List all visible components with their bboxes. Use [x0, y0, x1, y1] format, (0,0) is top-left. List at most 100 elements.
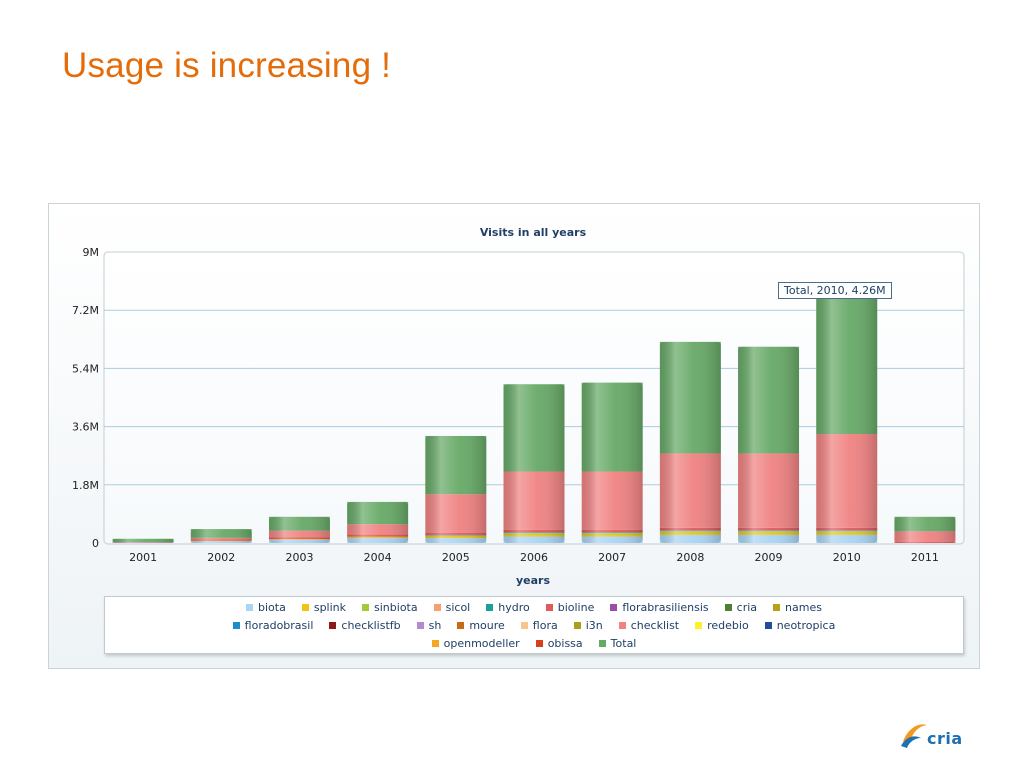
legend-label: checklistfb [341, 619, 401, 632]
logo-text: cria [927, 729, 963, 748]
legend-swatch [246, 604, 254, 611]
legend-swatch [573, 622, 581, 629]
legend-item-moure[interactable]: moure [457, 619, 505, 632]
legend-label: biota [258, 601, 286, 614]
legend-item-checklist[interactable]: checklist [618, 619, 680, 632]
x-tick-label-2001: 2001 [129, 551, 157, 564]
legend-item-sicol[interactable]: sicol [433, 601, 471, 614]
legend-label: sinbiota [374, 601, 418, 614]
bar-highlight [816, 296, 878, 543]
bar-highlight [581, 382, 643, 543]
y-tick-label: 5.4M [72, 362, 99, 375]
bar-stack-2002[interactable] [190, 529, 252, 543]
x-axis-title: years [516, 574, 550, 587]
legend-label: checklist [630, 619, 680, 632]
legend-label: sh [428, 619, 442, 632]
legend-label: moure [469, 619, 505, 632]
legend-label: neotropica [776, 619, 836, 632]
x-tick-label-2004: 2004 [364, 551, 392, 564]
legend-item-openmodeller[interactable]: openmodeller [431, 637, 520, 650]
legend-label: sicol [445, 601, 471, 614]
legend-row: openmodeller obissa Total [105, 637, 963, 650]
legend-item-sinbiota[interactable]: sinbiota [362, 601, 418, 614]
legend-item-obissa[interactable]: obissa [535, 637, 583, 650]
bar-highlight [503, 384, 565, 543]
legend-swatch [301, 604, 309, 611]
logo-swoosh-icon [903, 724, 927, 742]
legend-label: obissa [547, 637, 583, 650]
legend-swatch [486, 604, 494, 611]
legend-label: floradobrasil [244, 619, 314, 632]
legend-item-bioline[interactable]: bioline [545, 601, 595, 614]
legend-swatch [329, 622, 337, 629]
legend-label: flora [532, 619, 558, 632]
legend-swatch [431, 640, 439, 647]
legend-swatch [598, 640, 606, 647]
x-tick-label-2007: 2007 [598, 551, 626, 564]
x-tick-label-2010: 2010 [833, 551, 861, 564]
bar-highlight [738, 346, 800, 543]
legend-swatch [545, 604, 553, 611]
bar-highlight [268, 516, 330, 543]
legend-label: cria [736, 601, 758, 614]
x-tick-label-2009: 2009 [755, 551, 783, 564]
legend-label: redebio [707, 619, 749, 632]
chart-title: Visits in all years [480, 226, 587, 239]
bar-stack-2010[interactable] [816, 296, 878, 543]
legend-swatch [724, 604, 732, 611]
chart-legend: biota splink sinbiota sicol hydro bioline flor… [104, 596, 964, 654]
legend-swatch [618, 622, 626, 629]
x-tick-label-2006: 2006 [520, 551, 548, 564]
bar-highlight [659, 341, 721, 543]
bar-stack-2005[interactable] [425, 435, 487, 543]
bar-stack-2001[interactable] [112, 538, 174, 543]
legend-label: hydro [498, 601, 530, 614]
legend-item-redebio[interactable]: redebio [695, 619, 749, 632]
legend-item-checklistfb[interactable]: checklistfb [329, 619, 401, 632]
bar-stack-2006[interactable] [503, 384, 565, 543]
legend-item-hydro[interactable]: hydro [486, 601, 530, 614]
bar-stack-2004[interactable] [347, 501, 409, 543]
x-tick-label-2011: 2011 [911, 551, 939, 564]
legend-row: biota splink sinbiota sicol hydro bioline flor… [105, 601, 963, 614]
legend-item-floradobrasil[interactable]: floradobrasil [232, 619, 314, 632]
bar-highlight [894, 516, 956, 543]
legend-swatch [416, 622, 424, 629]
y-tick-label: 1.8M [72, 479, 99, 492]
legend-label: names [785, 601, 822, 614]
y-tick-label: 3.6M [72, 421, 99, 434]
bar-highlight [112, 538, 174, 543]
bar-highlight [347, 501, 409, 543]
legend-label: florabrasiliensis [622, 601, 709, 614]
legend-label: bioline [557, 601, 595, 614]
legend-row: floradobrasil checklistfb sh moure flora i3n c… [105, 619, 963, 632]
chart-frame: Visits in all years 0 1.8M 3.6M 5.4M 7.2M 9M 2… [48, 203, 980, 669]
legend-item-splink[interactable]: splink [301, 601, 347, 614]
legend-swatch [433, 604, 441, 611]
legend-swatch [610, 604, 618, 611]
bar-stack-2011[interactable] [894, 516, 956, 543]
legend-item-total[interactable]: Total [598, 637, 636, 650]
legend-swatch [362, 604, 370, 611]
legend-item-neotropica[interactable]: neotropica [764, 619, 836, 632]
bar-stack-2003[interactable] [268, 516, 330, 543]
legend-item-biota[interactable]: biota [246, 601, 286, 614]
legend-item-names[interactable]: names [773, 601, 822, 614]
bar-stack-2009[interactable] [738, 346, 800, 543]
bar-stack-2007[interactable] [581, 382, 643, 543]
legend-item-sh[interactable]: sh [416, 619, 442, 632]
x-tick-label-2008: 2008 [676, 551, 704, 564]
bar-highlight [190, 529, 252, 543]
legend-item-cria[interactable]: cria [724, 601, 758, 614]
legend-swatch [457, 622, 465, 629]
bar-stack-2008[interactable] [659, 341, 721, 543]
x-tick-label-2005: 2005 [442, 551, 470, 564]
x-tick-label-2002: 2002 [207, 551, 235, 564]
legend-item-florabrasiliensis[interactable]: florabrasiliensis [610, 601, 709, 614]
y-tick-label: 9M [83, 246, 100, 259]
y-tick-label: 0 [92, 537, 99, 550]
legend-item-i3n[interactable]: i3n [573, 619, 603, 632]
legend-swatch [764, 622, 772, 629]
legend-label: splink [313, 601, 347, 614]
legend-item-flora[interactable]: flora [520, 619, 558, 632]
